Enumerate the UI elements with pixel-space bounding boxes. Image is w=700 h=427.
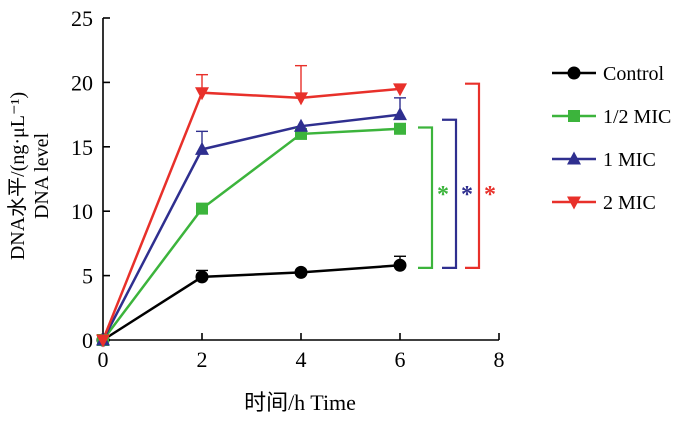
x-tick-label: 0 [98, 347, 109, 372]
significance-bracket [418, 126, 434, 269]
x-tick-label: 8 [494, 347, 505, 372]
y-tick-label: 10 [71, 199, 93, 224]
data-point-1-mic [393, 107, 407, 121]
series-lines [101, 87, 401, 342]
data-point-control [393, 258, 407, 272]
legend-label: Control [603, 63, 665, 85]
legend-marker [568, 110, 580, 122]
legend: Control 1/2 MIC 1 MIC 2 MIC [552, 63, 671, 214]
legend-label: 1 MIC [603, 149, 656, 171]
y-tick-label: 0 [82, 328, 93, 353]
legend-marker [567, 66, 581, 80]
significance-bracket [442, 118, 458, 269]
x-tick-label: 4 [296, 347, 307, 372]
y-axis-label-line-1: DNA水平/(ng·μL⁻¹) [6, 92, 29, 260]
data-point-2-mic [294, 92, 308, 106]
legend-marker [567, 196, 581, 210]
data-point-1-2-mic [394, 122, 406, 135]
significance-label: * [437, 182, 449, 208]
significance-label: * [484, 182, 496, 208]
data-point-1-2-mic [196, 202, 208, 215]
series-line-2-mic [101, 87, 401, 341]
y-tick-label: 20 [71, 70, 93, 95]
series-line-1-mic [101, 113, 401, 341]
y-tick-label: 5 [82, 264, 93, 289]
data-point-1-mic [294, 118, 308, 132]
data-point-control [195, 270, 209, 284]
significance-brackets: * * * [418, 82, 496, 269]
significance-bracket [465, 82, 481, 269]
x-tick-label: 2 [197, 347, 208, 372]
y-axis-label-line-2: DNA level [31, 133, 53, 220]
y-axis-label: DNA水平/(ng·μL⁻¹) DNA level [6, 92, 53, 260]
legend-label: 2 MIC [603, 192, 656, 214]
data-point-1-mic [195, 141, 209, 155]
data-point-2-mic [393, 83, 407, 97]
series-line-control [102, 264, 401, 342]
legend-label: 1/2 MIC [603, 106, 671, 128]
ticks: 0 2 4 6 8 0 5 10 15 20 25 [71, 6, 505, 372]
significance-label: * [461, 182, 473, 208]
data-point-control [294, 265, 308, 279]
series-line-1-2-mic [102, 127, 401, 341]
markers [96, 83, 407, 348]
legend-marker [567, 151, 581, 165]
data-point-2-mic [96, 334, 110, 348]
x-tick-label: 6 [395, 347, 406, 372]
y-tick-label: 15 [71, 135, 93, 160]
y-tick-label: 25 [71, 6, 93, 31]
x-axis-label: 时间/h Time [244, 390, 356, 415]
data-point-2-mic [195, 87, 209, 101]
